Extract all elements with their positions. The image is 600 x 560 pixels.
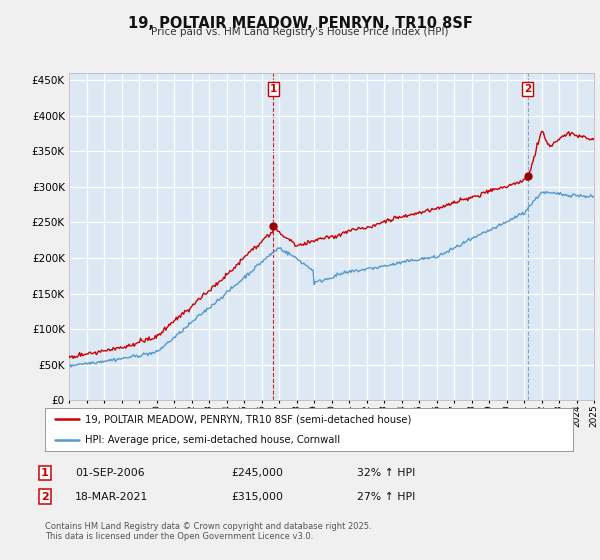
Text: 2: 2: [41, 492, 49, 502]
Text: Price paid vs. HM Land Registry's House Price Index (HPI): Price paid vs. HM Land Registry's House …: [151, 27, 449, 37]
Text: Contains HM Land Registry data © Crown copyright and database right 2025.
This d: Contains HM Land Registry data © Crown c…: [45, 522, 371, 542]
Text: £245,000: £245,000: [231, 468, 283, 478]
Text: 01-SEP-2006: 01-SEP-2006: [75, 468, 145, 478]
Text: 19, POLTAIR MEADOW, PENRYN, TR10 8SF (semi-detached house): 19, POLTAIR MEADOW, PENRYN, TR10 8SF (se…: [85, 414, 411, 424]
Text: 32% ↑ HPI: 32% ↑ HPI: [357, 468, 415, 478]
Text: 1: 1: [41, 468, 49, 478]
Text: 27% ↑ HPI: 27% ↑ HPI: [357, 492, 415, 502]
Text: HPI: Average price, semi-detached house, Cornwall: HPI: Average price, semi-detached house,…: [85, 435, 340, 445]
Text: 1: 1: [269, 84, 277, 94]
Text: £315,000: £315,000: [231, 492, 283, 502]
Text: 18-MAR-2021: 18-MAR-2021: [75, 492, 148, 502]
Text: 19, POLTAIR MEADOW, PENRYN, TR10 8SF: 19, POLTAIR MEADOW, PENRYN, TR10 8SF: [128, 16, 472, 31]
Text: 2: 2: [524, 84, 532, 94]
